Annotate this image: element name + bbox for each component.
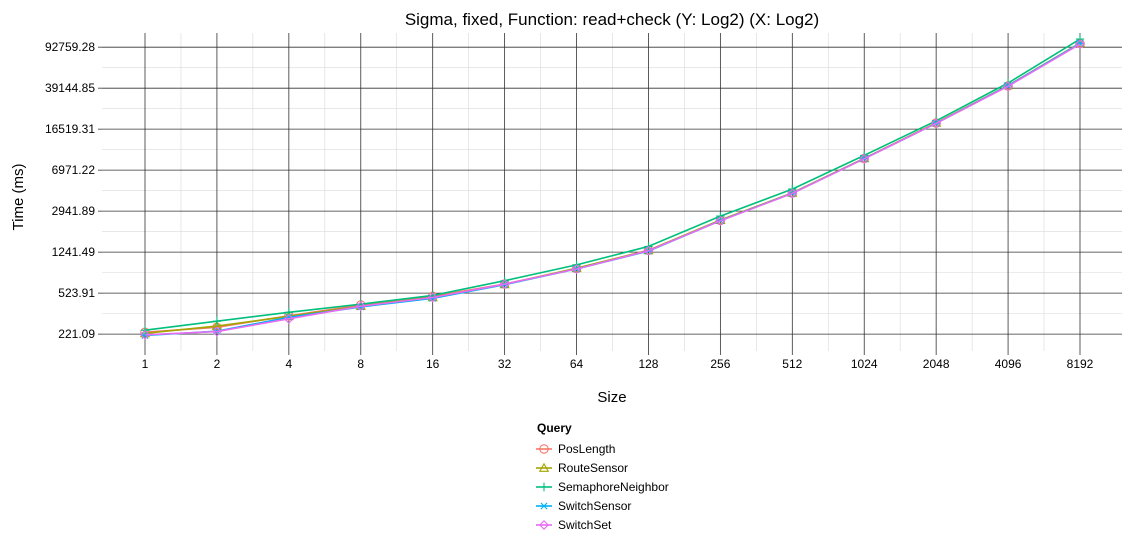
- plot-panel: [102, 33, 1122, 351]
- legend-label-switchset: SwitchSet: [558, 518, 612, 532]
- data-point-switchset: [571, 264, 582, 275]
- y-tick-label: 16519.31: [45, 122, 95, 136]
- y-axis-ticks: 221.09 523.91 1241.49 2941.89 6971.22 16519.3…: [45, 40, 102, 341]
- data-point-switchset: [787, 188, 798, 199]
- x-tick-label: 1024: [851, 357, 878, 371]
- y-tick-label: 1241.49: [52, 245, 96, 259]
- x-tick-label: 8: [357, 357, 364, 371]
- legend-item-switchsensor: SwitchSensor: [536, 499, 631, 513]
- x-tick-label: 32: [498, 357, 512, 371]
- data-point-switchset: [283, 313, 294, 324]
- legend-title: Query: [537, 421, 572, 435]
- y-tick-label: 39144.85: [45, 81, 95, 95]
- legend-label-semaphoreneighbor: SemaphoreNeighbor: [558, 480, 669, 494]
- x-axis-title: Size: [597, 389, 626, 406]
- x-tick-label: 4: [286, 357, 293, 371]
- data-point-switchset: [1003, 81, 1014, 92]
- data-point-semaphoreneighbor: [1075, 34, 1085, 44]
- data-point-switchset: [427, 292, 438, 303]
- data-point-switchset: [140, 329, 150, 340]
- data-point-switchset: [931, 118, 942, 129]
- chart-title: Sigma, fixed, Function: read+check (Y: L…: [405, 10, 819, 29]
- data-point-switchset: [1075, 39, 1085, 50]
- y-tick-label: 523.91: [58, 286, 95, 300]
- data-point-switchset: [355, 301, 366, 312]
- legend-swatch-marker: [538, 462, 550, 472]
- legend-label-switchsensor: SwitchSensor: [558, 499, 631, 513]
- x-tick-label: 16: [426, 357, 440, 371]
- y-tick-label: 2941.89: [52, 204, 96, 218]
- data-point-switchset: [499, 279, 510, 290]
- x-tick-label: 64: [570, 357, 584, 371]
- series-switchset: [140, 39, 1085, 340]
- data-point-routesensor: [211, 320, 223, 330]
- data-point-switchset: [859, 153, 870, 164]
- data-point-switchset: [211, 326, 222, 337]
- y-tick-label: 221.09: [58, 327, 95, 341]
- legend-label-routesensor: RouteSensor: [558, 461, 628, 475]
- data-point-switchset: [715, 215, 726, 226]
- legend-swatch-marker: [539, 520, 549, 530]
- legend-item-semaphoreneighbor: SemaphoreNeighbor: [536, 480, 669, 494]
- legend-swatch-marker: [539, 482, 549, 492]
- legend-item-routesensor: RouteSensor: [536, 461, 628, 475]
- y-axis-title: Time (ms): [10, 164, 27, 231]
- data-point-semaphoreneighbor: [212, 317, 222, 326]
- x-tick-label: 1: [142, 357, 149, 371]
- x-tick-label: 2048: [923, 357, 950, 371]
- legend-item-poslength: PosLength: [536, 442, 615, 456]
- x-tick-label: 4096: [995, 357, 1022, 371]
- legend-label-poslength: PosLength: [558, 442, 615, 456]
- series-line-semaphoreneighbor: [144, 38, 1081, 331]
- grid: [102, 33, 1122, 351]
- x-tick-label: 2: [214, 357, 221, 371]
- y-tick-label: 6971.22: [52, 163, 96, 177]
- x-tick-label: 128: [638, 357, 658, 371]
- legend: Query PosLength RouteSensor SemaphoreNeigh…: [536, 421, 669, 532]
- x-tick-label: 8192: [1067, 357, 1094, 371]
- y-tick-label: 92759.28: [45, 40, 95, 54]
- x-tick-label: 512: [782, 357, 802, 371]
- series-line-switchset: [144, 43, 1081, 336]
- legend-swatch-marker: [539, 502, 549, 510]
- legend-swatch-marker: [539, 444, 549, 454]
- data-point-switchset: [643, 245, 654, 256]
- legend-item-switchset: SwitchSet: [536, 518, 612, 532]
- series-lines: [139, 34, 1086, 340]
- x-axis-ticks: 1 2 4 8 16 32 64 128 256 512 1024 2048 4096 8192: [142, 351, 1094, 371]
- x-tick-label: 256: [710, 357, 730, 371]
